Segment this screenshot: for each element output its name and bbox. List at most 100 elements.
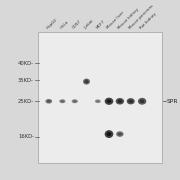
- Ellipse shape: [61, 100, 64, 102]
- Ellipse shape: [72, 99, 78, 103]
- Bar: [141, 149, 142, 150]
- Bar: [120, 56, 121, 57]
- Bar: [92, 87, 93, 88]
- Bar: [112, 118, 113, 119]
- Bar: [155, 41, 156, 42]
- Bar: [157, 127, 158, 128]
- Bar: [100, 73, 101, 74]
- Bar: [156, 42, 157, 43]
- Bar: [151, 108, 152, 109]
- Bar: [131, 126, 132, 127]
- Bar: [85, 98, 86, 99]
- Bar: [85, 135, 86, 136]
- Bar: [153, 159, 154, 160]
- Bar: [100, 41, 101, 42]
- Bar: [81, 45, 82, 46]
- Bar: [158, 92, 159, 93]
- Bar: [68, 59, 69, 60]
- Bar: [67, 103, 68, 104]
- Bar: [58, 46, 59, 47]
- Ellipse shape: [83, 79, 90, 85]
- Bar: [58, 142, 59, 143]
- Bar: [139, 102, 140, 103]
- Bar: [50, 123, 51, 124]
- Bar: [90, 102, 91, 103]
- Bar: [120, 113, 121, 114]
- Bar: [83, 154, 84, 155]
- Bar: [144, 162, 145, 163]
- Ellipse shape: [116, 98, 124, 105]
- Ellipse shape: [127, 98, 135, 104]
- Ellipse shape: [85, 80, 88, 83]
- Bar: [84, 156, 85, 157]
- Ellipse shape: [118, 100, 122, 103]
- Bar: [65, 54, 66, 55]
- Bar: [150, 152, 151, 153]
- Bar: [74, 61, 75, 62]
- Bar: [72, 103, 73, 104]
- Bar: [133, 124, 134, 125]
- Bar: [72, 140, 73, 141]
- Bar: [126, 126, 127, 127]
- Bar: [74, 146, 75, 147]
- Text: Mouse liver: Mouse liver: [106, 11, 125, 30]
- Bar: [158, 109, 159, 110]
- Text: 40KD-: 40KD-: [18, 61, 34, 66]
- Bar: [138, 46, 139, 47]
- Bar: [86, 129, 87, 130]
- Bar: [84, 150, 85, 151]
- Bar: [84, 117, 85, 118]
- Bar: [53, 55, 54, 56]
- Bar: [73, 137, 74, 138]
- Text: 16KD-: 16KD-: [18, 134, 34, 139]
- Bar: [45, 69, 46, 70]
- Bar: [40, 156, 41, 157]
- Bar: [56, 147, 57, 148]
- Ellipse shape: [73, 100, 76, 102]
- Text: Jurkat: Jurkat: [84, 19, 95, 30]
- Bar: [126, 76, 127, 77]
- Bar: [75, 44, 76, 45]
- Bar: [55, 120, 56, 121]
- Bar: [160, 59, 161, 60]
- Bar: [45, 91, 46, 92]
- Bar: [78, 59, 79, 60]
- Text: MCF7: MCF7: [95, 19, 105, 30]
- Ellipse shape: [45, 99, 52, 104]
- Text: Rat kidney: Rat kidney: [139, 12, 158, 30]
- Ellipse shape: [105, 130, 113, 138]
- Bar: [119, 127, 120, 128]
- Ellipse shape: [118, 133, 122, 136]
- Bar: [44, 42, 45, 43]
- Bar: [110, 67, 111, 68]
- Bar: [142, 42, 143, 43]
- Ellipse shape: [129, 100, 133, 103]
- Bar: [127, 51, 128, 52]
- Bar: [38, 32, 162, 163]
- Bar: [143, 141, 144, 142]
- Bar: [108, 133, 109, 134]
- Text: COS7: COS7: [72, 19, 82, 30]
- Ellipse shape: [116, 131, 124, 137]
- Bar: [87, 60, 88, 61]
- Bar: [47, 85, 48, 86]
- Bar: [39, 107, 40, 108]
- Bar: [107, 71, 108, 72]
- Bar: [135, 64, 136, 65]
- Bar: [58, 131, 59, 132]
- Bar: [85, 118, 86, 119]
- Ellipse shape: [59, 99, 66, 103]
- Ellipse shape: [107, 100, 111, 103]
- Bar: [66, 39, 67, 40]
- Bar: [58, 66, 59, 67]
- Bar: [129, 148, 130, 149]
- Bar: [147, 145, 148, 146]
- Bar: [92, 146, 93, 147]
- Ellipse shape: [95, 99, 101, 103]
- Bar: [95, 104, 96, 105]
- Text: SPR: SPR: [167, 99, 179, 104]
- Bar: [157, 45, 158, 46]
- Bar: [95, 92, 96, 93]
- Bar: [139, 58, 140, 59]
- Bar: [100, 153, 101, 154]
